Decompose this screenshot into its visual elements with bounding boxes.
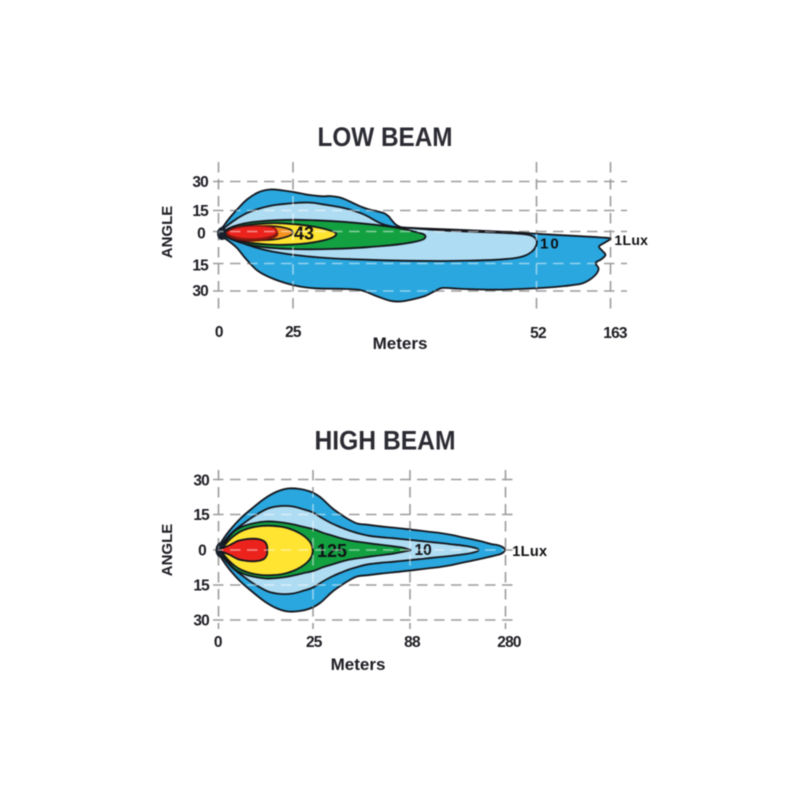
svg-text:0: 0 bbox=[214, 634, 222, 651]
svg-text:88: 88 bbox=[404, 634, 421, 651]
svg-text:30: 30 bbox=[193, 613, 209, 630]
svg-text:0: 0 bbox=[215, 324, 223, 341]
svg-text:Meters: Meters bbox=[331, 655, 386, 674]
svg-text:30: 30 bbox=[193, 473, 209, 490]
svg-text:30: 30 bbox=[192, 283, 208, 300]
svg-text:52: 52 bbox=[530, 325, 546, 342]
svg-text:15: 15 bbox=[193, 507, 210, 524]
svg-text:1Lux: 1Lux bbox=[614, 232, 648, 248]
svg-text:0: 0 bbox=[198, 543, 206, 560]
svg-text:10: 10 bbox=[540, 236, 561, 253]
svg-text:25: 25 bbox=[306, 634, 323, 651]
svg-text:15: 15 bbox=[193, 578, 210, 595]
svg-text:0: 0 bbox=[197, 226, 205, 243]
svg-text:125: 125 bbox=[317, 541, 347, 561]
svg-text:ANGLE: ANGLE bbox=[159, 206, 176, 259]
svg-text:15: 15 bbox=[192, 258, 209, 275]
svg-text:1Lux: 1Lux bbox=[512, 544, 547, 560]
svg-text:HIGH BEAM: HIGH BEAM bbox=[315, 426, 456, 456]
svg-text:Meters: Meters bbox=[373, 334, 428, 353]
svg-text:LOW BEAM: LOW BEAM bbox=[318, 122, 453, 152]
svg-text:25: 25 bbox=[285, 324, 302, 341]
svg-text:163: 163 bbox=[603, 325, 628, 342]
svg-text:30: 30 bbox=[192, 174, 208, 191]
svg-text:280: 280 bbox=[497, 634, 521, 651]
svg-text:ANGLE: ANGLE bbox=[159, 524, 176, 577]
svg-text:43: 43 bbox=[294, 224, 314, 244]
svg-text:15: 15 bbox=[192, 203, 209, 220]
